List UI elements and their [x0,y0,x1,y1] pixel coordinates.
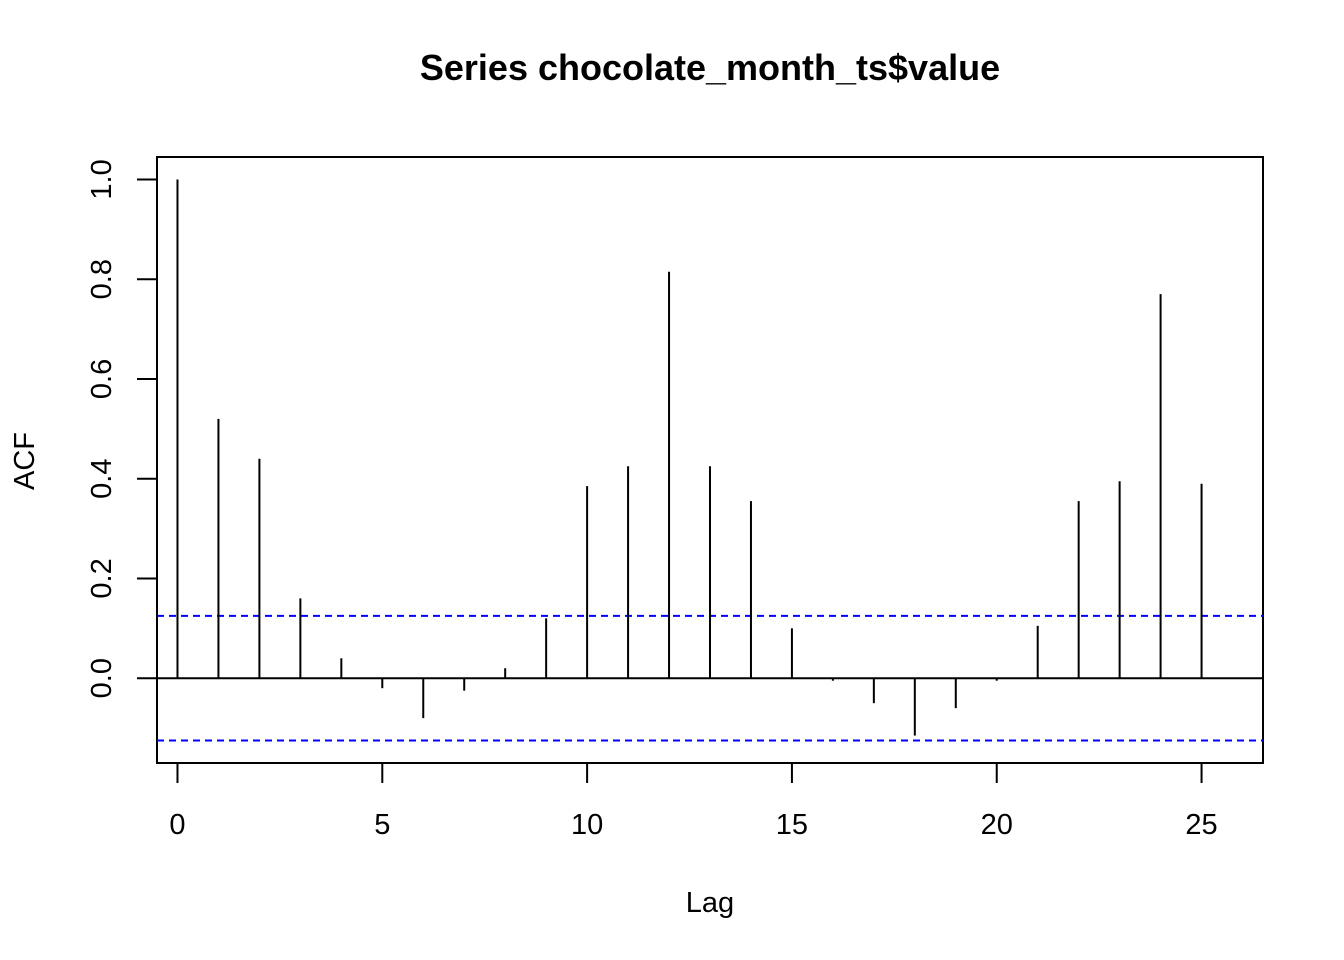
acf-bars [157,179,1263,742]
y-tick-label: 0.8 [86,259,118,299]
y-tick-label: 0.2 [86,558,118,598]
x-tick-label: 0 [169,809,185,841]
y-axis-label: ACF [9,432,41,490]
chart-title: Series chocolate_month_ts$value [420,47,1000,88]
y-axis: 0.0 0.2 0.4 0.6 0.8 1.0 [86,159,158,698]
y-tick-label: 0.0 [86,658,118,698]
y-tick-label: 1.0 [86,159,118,199]
x-tick-label: 25 [1185,809,1217,841]
y-tick-label: 0.4 [86,459,118,499]
x-axis: 0 5 10 15 20 25 [169,762,1218,841]
x-tick-label: 15 [776,809,808,841]
x-axis-label: Lag [686,887,734,919]
x-tick-label: 20 [981,809,1013,841]
y-tick-label: 0.6 [86,359,118,399]
x-tick-label: 5 [374,809,390,841]
x-tick-label: 10 [571,809,603,841]
